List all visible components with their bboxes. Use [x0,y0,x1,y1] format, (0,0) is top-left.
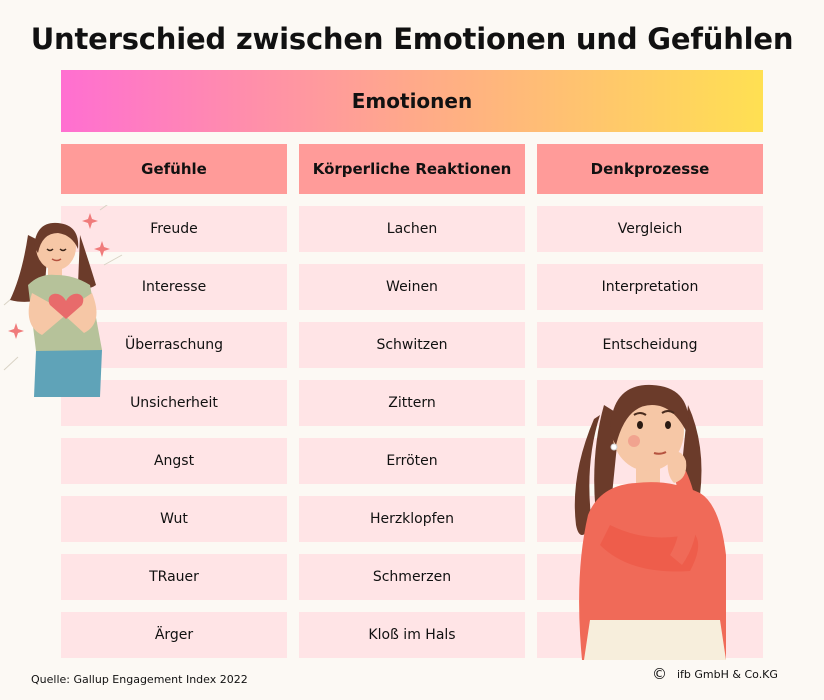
table-cell: Ärger [61,612,287,658]
table-cell: Schmerzen [299,554,525,600]
banner-label: Emotionen [351,89,473,113]
page-title: Unterschied zwischen Emotionen und Gefüh… [30,22,794,56]
table-cell: Interesse [61,264,287,310]
table-cell: Wut [61,496,287,542]
table-cell: Kloß im Hals [299,612,525,658]
woman-holding-heart-icon [3,205,123,397]
table-cell: Entscheidung [537,322,763,368]
emotionen-banner: Emotionen [61,70,763,132]
table-cell: Lachen [299,206,525,252]
table-cell: Freude [61,206,287,252]
table-cell: Herzklopfen [299,496,525,542]
table-cell: Angst [61,438,287,484]
copyright-note: © ifb GmbH & Co.KG [652,667,778,682]
table-cell: Schwitzen [299,322,525,368]
table-cell: Vergleich [537,206,763,252]
table-cell: Erröten [299,438,525,484]
column-header: Denkprozesse [537,144,763,194]
table-cell: Weinen [299,264,525,310]
copyright-text: ifb GmbH & Co.KG [677,668,778,681]
table-cell: TRauer [61,554,287,600]
table-cell: Zittern [299,380,525,426]
column-header: Körperliche Reaktionen [299,144,525,194]
copyright-icon: © [652,665,667,683]
column-koerperliche-reaktionen: Körperliche Reaktionen Lachen Weinen Sch… [299,144,525,658]
table-cell: Interpretation [537,264,763,310]
thinking-woman-icon [574,384,726,660]
source-note: Quelle: Gallup Engagement Index 2022 [31,673,248,686]
column-header: Gefühle [61,144,287,194]
column-gefuehle: Gefühle Freude Interesse Überraschung Un… [61,144,287,658]
